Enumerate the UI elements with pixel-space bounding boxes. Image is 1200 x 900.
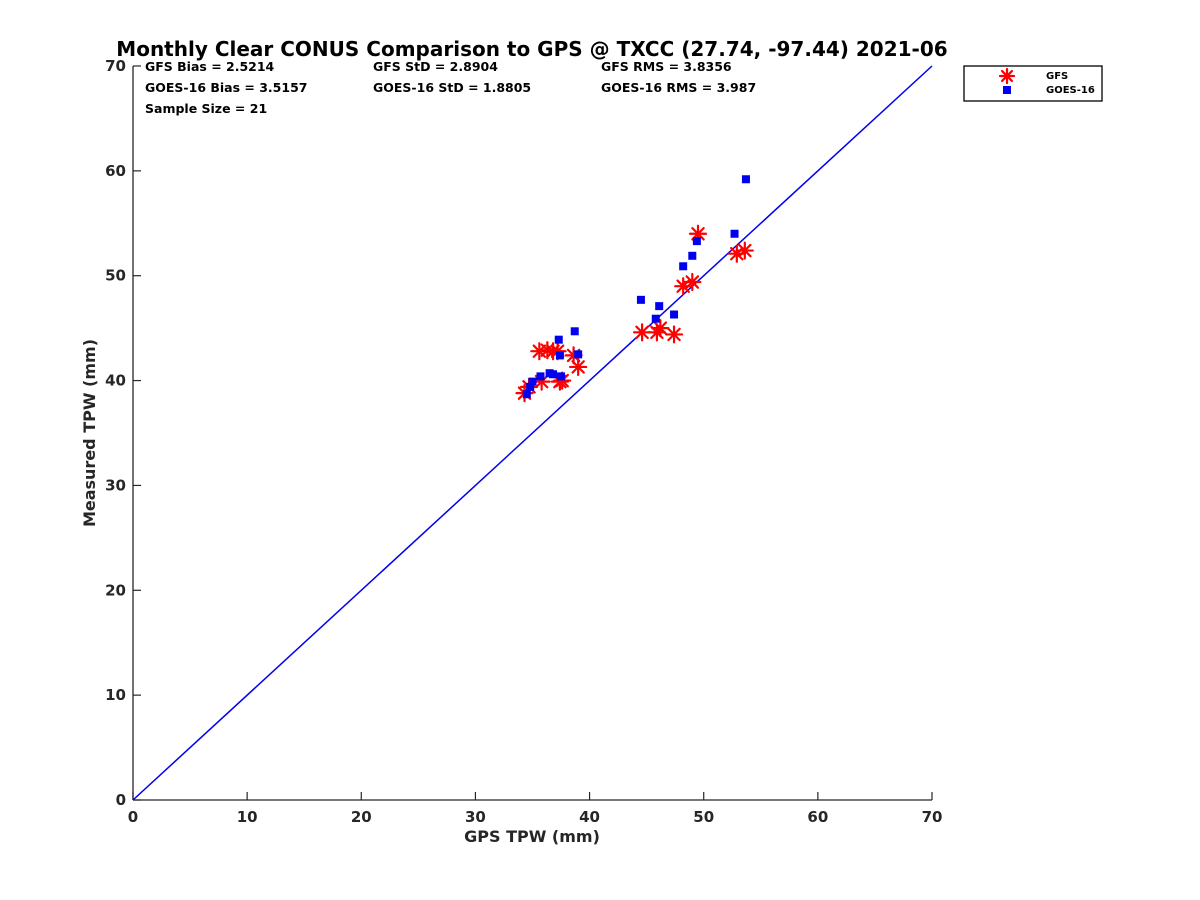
x-axis-label: GPS TPW (mm)	[464, 827, 600, 846]
goes-16-point	[528, 377, 537, 386]
legend-goes-label: GOES-16	[1046, 85, 1095, 96]
goes-16-point	[679, 262, 688, 271]
y-tick-label: 50	[105, 267, 126, 285]
goes-16-point	[730, 229, 739, 238]
x-tick-label: 20	[351, 808, 372, 826]
goes-16-point	[522, 390, 531, 399]
legend-gfs-marker	[998, 67, 1016, 85]
goes-bias-stat: GOES-16 Bias = 3.5157	[145, 80, 307, 95]
gfs-point	[651, 319, 670, 338]
goes-16-point	[655, 302, 664, 311]
goes-16-point	[741, 175, 750, 184]
goes-16-point	[554, 335, 563, 344]
goes-16-point	[557, 372, 566, 381]
gfs-bias-stat: GFS Bias = 2.5214	[145, 59, 275, 74]
goes-16-point	[570, 327, 579, 336]
gfs-series	[515, 224, 754, 403]
goes-16-point	[692, 237, 701, 246]
x-tick-label: 70	[922, 808, 943, 826]
y-axis-label: Measured TPW (mm)	[80, 339, 99, 527]
goes-16-point	[526, 382, 535, 391]
goes-16-point	[670, 310, 679, 319]
goes-16-point	[688, 251, 697, 260]
y-tick-label: 70	[105, 57, 126, 75]
goes-rms-stat: GOES-16 RMS = 3.987	[601, 80, 756, 95]
reference-line-layer	[132, 65, 933, 801]
goes-16-series	[522, 175, 750, 399]
gfs-point	[735, 241, 754, 260]
x-tick-label: 40	[579, 808, 600, 826]
gfs-point	[632, 323, 652, 342]
goes-16-point	[636, 295, 645, 304]
one-to-one-line	[132, 65, 933, 801]
legend-gfs-label: GFS	[1046, 71, 1068, 82]
gfs-rms-stat: GFS RMS = 3.8356	[601, 59, 732, 74]
legend-goes-marker	[1003, 86, 1011, 94]
y-tick-label: 20	[105, 581, 126, 599]
x-tick-label: 50	[693, 808, 714, 826]
legend-gfs-asterisk	[998, 67, 1016, 85]
legend-box	[963, 65, 1103, 102]
goes-16-point	[549, 370, 558, 379]
y-tick-label: 40	[105, 372, 126, 390]
x-tick-label: 60	[807, 808, 828, 826]
gfs-point	[683, 272, 702, 292]
axes-layer: 0 10 20 30 40 50 60 70 0 10 20 30 40 50 60 70	[105, 57, 942, 826]
x-tick-label: 10	[237, 808, 258, 826]
chart-title: Monthly Clear CONUS Comparison to GPS @ …	[116, 37, 947, 61]
y-tick-label: 30	[105, 476, 126, 494]
goes-16-point	[536, 372, 545, 381]
gfs-std-stat: GFS StD = 2.8904	[373, 59, 498, 74]
goes-16-point	[555, 351, 564, 360]
gfs-point	[664, 325, 684, 344]
sample-size-stat: Sample Size = 21	[145, 101, 267, 116]
x-tick-label: 0	[128, 808, 138, 826]
gfs-point	[569, 357, 588, 377]
y-tick-label: 10	[105, 686, 126, 704]
goes-16-point	[651, 314, 660, 323]
y-tick-label: 60	[105, 162, 126, 180]
goes-std-stat: GOES-16 StD = 1.8805	[373, 80, 531, 95]
legend: GFS GOES-16	[963, 65, 1103, 102]
y-tick-label: 0	[116, 791, 126, 809]
goes-16-point	[574, 350, 583, 359]
x-tick-label: 30	[465, 808, 486, 826]
